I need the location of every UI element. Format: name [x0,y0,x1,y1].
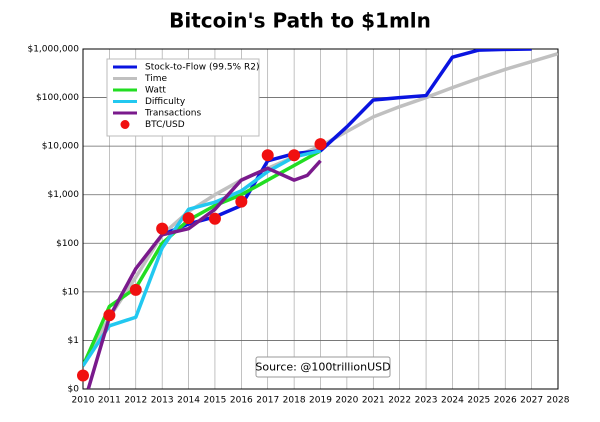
x-tick-label: 2027 [520,396,543,406]
annotation-box [255,356,391,378]
x-tick-label: 2013 [151,396,174,406]
x-tick-label: 2015 [203,396,226,406]
data-point [129,283,142,296]
x-tick-label: 2020 [335,396,358,406]
x-tick-label: 2010 [72,396,95,406]
y-tick-label: $100 [56,239,79,249]
x-tick-label: 2021 [362,396,385,406]
x-tick-label: 2026 [494,396,517,406]
y-tick-label: $0 [68,385,80,395]
legend-label: Watt [145,86,166,96]
data-point [103,309,116,322]
y-tick-label: $10 [62,287,79,297]
x-tick-label: 2028 [547,396,570,406]
y-tick-label: $1 [68,336,79,346]
data-point [208,212,221,225]
x-tick-label: 2011 [98,396,121,406]
x-tick-label: 2023 [415,396,438,406]
data-point [77,369,89,382]
x-tick-label: 2018 [283,396,306,406]
data-point [235,195,248,208]
data-point [156,222,169,235]
legend-label: Stock-to-Flow (99.5% R2) [145,63,259,73]
y-tick-label: $1,000 [48,190,80,200]
x-tick-label: 2025 [467,396,490,406]
data-point [314,138,327,151]
y-tick-label: $10,000 [42,142,79,152]
legend-box [106,58,260,137]
x-tick-label: 2019 [309,396,332,406]
legend-label: Time [144,74,167,84]
series-line [83,149,321,367]
x-tick-label: 2017 [256,396,279,406]
x-tick-label: 2016 [230,396,253,406]
data-point [182,212,195,225]
legend-marker [120,120,130,129]
chart-title: Bitcoin's Path to $1mln [169,9,431,33]
legend-label: Transactions [144,109,201,119]
series-line [161,49,532,237]
data-point [261,149,274,162]
data-point [288,149,301,162]
x-tick-label: 2024 [441,396,464,406]
y-tick-label: $100,000 [36,93,79,103]
x-tick-label: 2012 [124,396,147,406]
series-line [86,159,322,389]
plot-frame [82,48,559,390]
x-tick-label: 2014 [177,396,200,406]
y-tick-label: $1,000,000 [27,45,79,55]
annotation: Source: @100trillionUSD [255,361,390,374]
legend-label: BTC/USD [145,120,185,130]
x-tick-label: 2022 [388,396,411,406]
legend-label: Difficulty [145,97,186,107]
